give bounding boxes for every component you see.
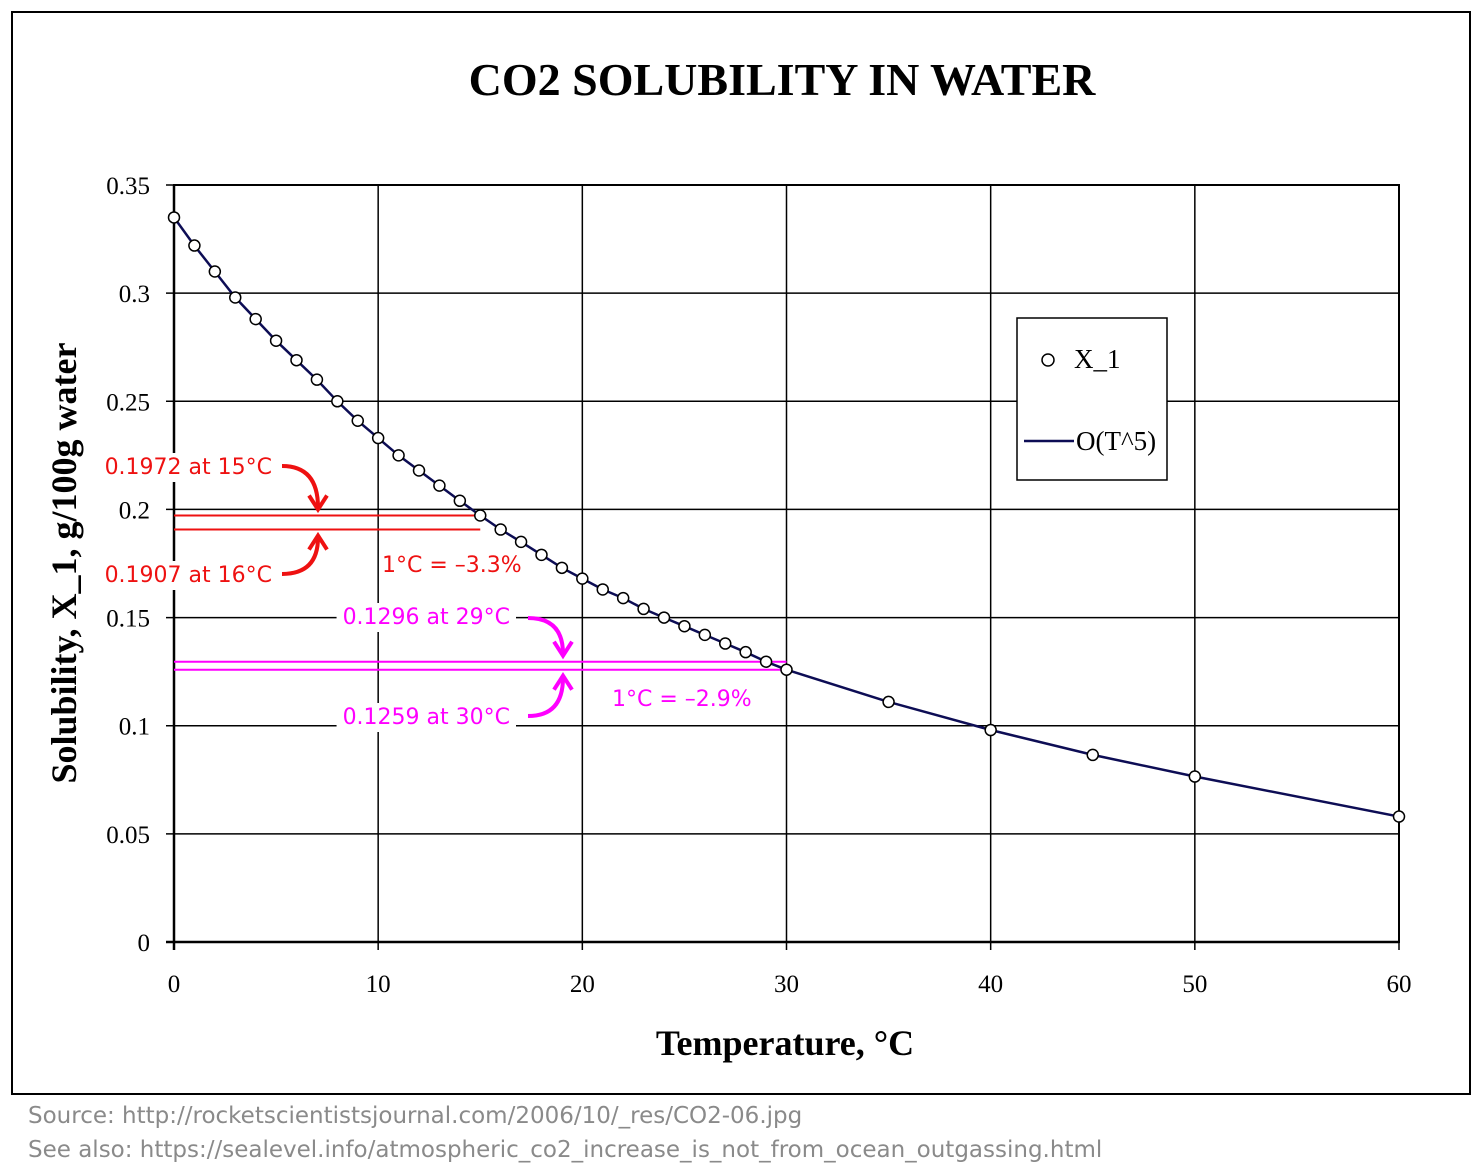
data-point [739, 645, 752, 659]
data-point [188, 239, 201, 252]
y-tick-label: 0.3 [119, 281, 150, 308]
data-point [1188, 770, 1202, 783]
annotation-delta: 1°C = –3.3% [382, 553, 522, 578]
data-point [474, 509, 487, 522]
source-note: Source: http://rocketscientistsjournal.c… [28, 1103, 803, 1129]
data-point [412, 464, 426, 477]
annotation-arrowhead-up [307, 531, 329, 551]
x-axis-label: Temperature, °C [656, 1023, 914, 1063]
data-point [433, 479, 446, 492]
data-point [392, 449, 405, 462]
annotation-arrowhead-up [552, 671, 574, 691]
legend: X_1 O(T^5) [1016, 317, 1168, 481]
y-tick-label: 0.2 [119, 497, 150, 524]
data-point [453, 494, 467, 508]
x-tick-label: 40 [978, 971, 1003, 998]
data-point [514, 535, 528, 549]
annotation-arrow-up [527, 677, 565, 718]
annotation-arrow-down [527, 616, 565, 654]
annotation-arrowhead-down [307, 494, 329, 514]
data-point [780, 663, 793, 676]
data-point [576, 572, 589, 585]
data-point [678, 619, 691, 633]
y-tick-label: 0.05 [106, 822, 150, 849]
data-point [984, 723, 997, 737]
data-point [290, 353, 303, 367]
x-tick-label: 60 [1387, 971, 1412, 998]
legend-marker-x1 [1041, 353, 1055, 367]
y-tick-label: 0.1 [119, 714, 150, 741]
data-point [167, 211, 181, 224]
chart: CO2 SOLUBILITY IN WATER 00.050.10.150.20… [44, 54, 1412, 1063]
x-tick-label: 20 [570, 971, 595, 998]
y-axis-label: Solubility, X_1, g/100g water [44, 342, 84, 783]
y-tick-label: 0.35 [106, 173, 150, 200]
data-point [1086, 748, 1099, 762]
x-tick-labels: 0 10 20 30 40 50 60 [168, 971, 1412, 998]
data-point [637, 602, 650, 616]
data-point [351, 414, 364, 428]
annotation-arrow-down [281, 464, 320, 508]
y-tick-label: 0 [138, 930, 151, 957]
annotation-group-magenta: 0.1296 at 29°C 0.1259 at 30°C 1°C = –2.9% [174, 603, 787, 732]
data-point [494, 523, 507, 536]
data-point [535, 548, 548, 562]
x-tick-label: 50 [1182, 971, 1207, 998]
x-tick-label: 30 [774, 971, 799, 998]
data-point [331, 395, 344, 408]
annotation-label-lower: 0.1907 at 16°C [105, 563, 272, 588]
y-tick-label: 0.15 [106, 606, 150, 633]
see-also-note: See also: https://sealevel.info/atmosphe… [28, 1137, 1103, 1163]
annotation-arrowhead-down [552, 640, 574, 660]
y-tick-label: 0.25 [106, 389, 150, 416]
data-point [1392, 810, 1406, 823]
y-tick-labels: 0 0.05 0.1 0.15 0.2 0.25 0.3 0.35 [106, 173, 150, 957]
data-point [229, 291, 242, 304]
annotation-label-lower: 0.1259 at 30°C [343, 705, 510, 730]
data-point [698, 628, 712, 642]
grid [166, 184, 1400, 950]
data-point [616, 591, 630, 605]
data-point [249, 312, 262, 326]
data-point [371, 431, 385, 445]
x-tick-label: 0 [168, 971, 181, 998]
annotation-label-upper: 0.1296 at 29°C [343, 605, 510, 630]
annotations: 0.1972 at 15°C0.1907 at 16°C 1°C = –3.3%0… [98, 453, 787, 732]
legend-label-fit: O(T^5) [1076, 426, 1156, 456]
annotation-delta: 1°C = –2.9% [612, 687, 752, 712]
annotation-label-upper: 0.1972 at 15°C [105, 455, 272, 480]
data-point [208, 265, 222, 278]
legend-label-x1: X_1 [1074, 344, 1121, 374]
data-point [657, 611, 671, 624]
annotation-arrow-up [281, 537, 320, 576]
series-x1-markers [167, 211, 1406, 823]
chart-frame [11, 11, 1471, 1095]
annotation-label-lower-bg [98, 561, 278, 590]
data-point [759, 655, 773, 668]
data-point [596, 583, 609, 596]
annotation-group-red: 0.1972 at 15°C 0.1907 at 16°C 1°C = –3.3% [98, 453, 522, 590]
data-point [882, 695, 895, 709]
data-point [719, 637, 732, 650]
annotation-label-lower-bg [336, 703, 516, 732]
data-point [310, 373, 324, 386]
x-tick-label: 10 [366, 971, 391, 998]
chart-title: CO2 SOLUBILITY IN WATER [469, 54, 1096, 105]
legend-box [1016, 317, 1168, 481]
data-point [555, 561, 569, 575]
annotation-label-upper-bg [336, 603, 516, 632]
annotation-label-upper-bg [98, 453, 278, 482]
data-point [269, 334, 283, 347]
